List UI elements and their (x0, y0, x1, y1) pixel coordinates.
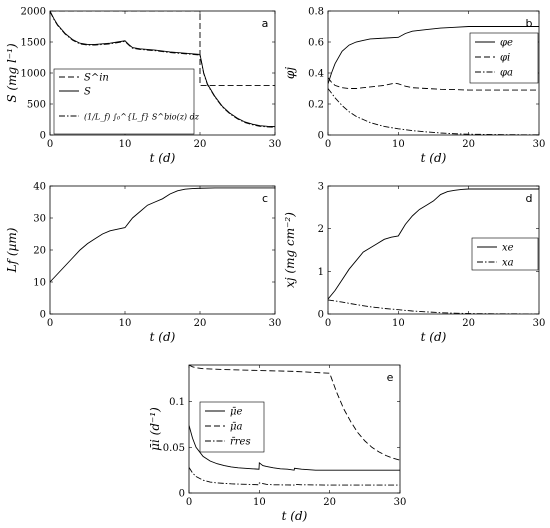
legend-box (199, 401, 265, 453)
series-line-3 (50, 11, 275, 128)
legend-box (53, 68, 195, 135)
legend-label: S (84, 87, 91, 98)
y-tick-label: 30 (33, 214, 46, 225)
legend-label: φi (500, 53, 510, 64)
y-axis-label: φj (283, 67, 297, 79)
x-tick-label: 30 (533, 318, 546, 329)
legend-label: S^in (84, 73, 109, 84)
legend-label: μ̄a (230, 422, 242, 433)
plot-frame (49, 185, 276, 315)
legend-label: r̄res (230, 437, 251, 448)
x-tick-label: 0 (325, 318, 331, 329)
y-tick-label: 0.6 (308, 38, 324, 49)
series-line-3 (189, 467, 400, 486)
series-line-2 (189, 365, 400, 461)
y-tick-label: 0 (40, 131, 46, 142)
panel-e: 0 10 20 30 0 0.05 0.1 t (d) μ̄i (d⁻¹) e μ̄e μ̄a r̄re… (148, 364, 407, 523)
x-tick-label: 10 (392, 318, 405, 329)
panel-letter: e (387, 371, 394, 384)
x-tick-label: 30 (394, 497, 407, 508)
x-tick-label: 10 (119, 139, 132, 150)
y-tick-label: 2 (318, 224, 324, 235)
x-axis-label: t (d) (421, 151, 447, 165)
y-tick-label: 40 (33, 182, 46, 193)
x-tick-label: 0 (186, 497, 192, 508)
y-tick-label: 0.8 (308, 7, 324, 18)
legend-label: xa (502, 258, 514, 269)
x-tick-label: 30 (533, 139, 546, 150)
series-line-1 (328, 26, 539, 84)
panel-letter: a (262, 17, 269, 30)
x-tick-label: 30 (269, 139, 282, 150)
y-tick-label: 20 (33, 246, 46, 257)
x-tick-label: 20 (462, 139, 475, 150)
series-line-1 (50, 187, 275, 283)
series-line-2 (328, 299, 539, 314)
series-line-2 (50, 11, 275, 128)
legend-label: φa (500, 68, 513, 79)
legend-label: φe (500, 38, 513, 49)
y-tick-label: 0.2 (308, 100, 324, 111)
y-tick-label: 0 (318, 310, 324, 321)
x-tick-label: 20 (194, 139, 207, 150)
series-line-1 (189, 425, 400, 471)
x-axis-label: t (d) (150, 151, 176, 165)
y-tick-label: 0.05 (163, 443, 185, 454)
y-axis-label: μ̄i (d⁻¹) (148, 407, 162, 451)
x-tick-label: 20 (462, 318, 475, 329)
x-tick-label: 20 (323, 497, 336, 508)
panel-d: 0 10 20 30 0 1 2 3 t (d) xj (mg cm⁻²) d xe xa (283, 182, 545, 345)
y-tick-label: 0.1 (169, 397, 185, 408)
y-tick-label: 1500 (21, 38, 46, 49)
x-axis-label: t (d) (150, 330, 176, 344)
x-axis-label: t (d) (282, 509, 308, 523)
legend-box (469, 32, 539, 84)
y-tick-label: 0 (40, 310, 46, 321)
y-axis-label: xj (mg cm⁻²) (283, 212, 297, 288)
x-tick-label: 10 (253, 497, 266, 508)
x-tick-label: 10 (119, 318, 132, 329)
legend-box (471, 237, 539, 271)
x-tick-label: 10 (392, 139, 405, 150)
panel-a: 0 10 20 30 0 500 1000 1500 2000 t (d) S (mg l⁻¹) a S… (5, 7, 281, 166)
legend-label: (1/L_f) ∫₀^{L_f} S^bio(z) dz (84, 113, 200, 122)
x-axis-label: t (d) (421, 330, 447, 344)
panel-letter: d (526, 192, 533, 205)
y-tick-label: 1000 (21, 69, 46, 80)
series-line-3 (328, 88, 539, 135)
y-axis-label: Lf (µm) (5, 227, 19, 273)
panel-letter: b (526, 17, 533, 30)
y-tick-label: 1 (318, 267, 324, 278)
series-line-1 (50, 11, 275, 86)
x-tick-label: 0 (325, 139, 331, 150)
panel-b: 0 10 20 30 0 0.2 0.4 0.6 0.8 t (d) φj b φe φi φa (283, 7, 545, 166)
y-tick-label: 0 (318, 131, 324, 142)
x-tick-label: 0 (47, 139, 53, 150)
y-axis-label: S (mg l⁻¹) (5, 43, 19, 103)
y-tick-label: 3 (318, 182, 324, 193)
y-tick-label: 500 (27, 100, 46, 111)
panel-c: 0 10 20 30 0 10 20 30 40 t (d) Lf (µm) c (5, 182, 281, 345)
y-tick-label: 2000 (21, 7, 46, 18)
x-tick-label: 20 (194, 318, 207, 329)
legend-label: μ̄e (230, 407, 242, 418)
panel-letter: c (262, 192, 268, 205)
y-tick-label: 10 (33, 278, 46, 289)
series-line-1 (328, 188, 539, 300)
x-tick-label: 30 (269, 318, 282, 329)
x-tick-label: 0 (47, 318, 53, 329)
series-line-2 (328, 77, 539, 91)
legend-label: xe (502, 243, 514, 254)
y-tick-label: 0 (179, 489, 185, 500)
y-tick-label: 0.4 (308, 69, 324, 80)
